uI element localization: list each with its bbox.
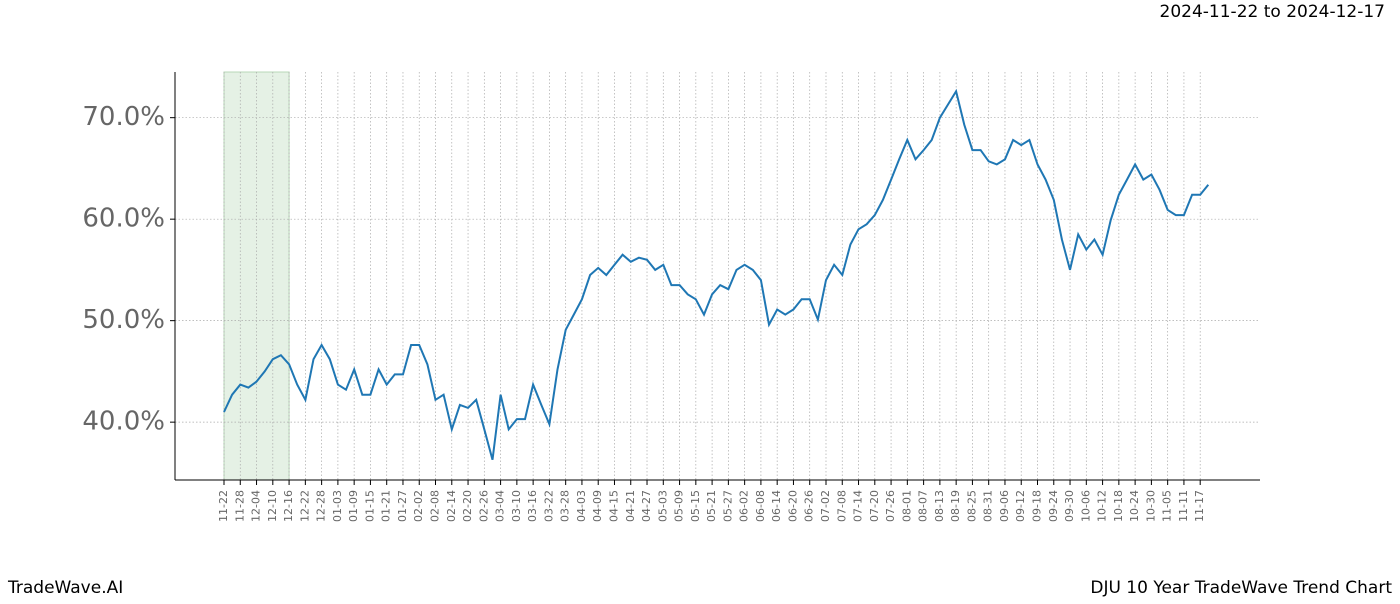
x-tick-label: 12-28 xyxy=(315,490,328,522)
x-tick-label: 08-25 xyxy=(965,490,978,522)
x-tick-label: 05-03 xyxy=(656,490,669,522)
x-tick-label: 06-26 xyxy=(803,490,816,522)
x-tick-label: 07-14 xyxy=(852,490,865,522)
x-tick-label: 03-04 xyxy=(494,490,507,522)
x-tick-label: 03-22 xyxy=(542,490,555,522)
x-tick-label: 09-18 xyxy=(1031,490,1044,522)
x-tick-label: 11-05 xyxy=(1161,490,1174,522)
x-tick-label: 01-03 xyxy=(331,490,344,522)
x-tick-label: 05-21 xyxy=(705,490,718,522)
x-tick-label: 08-13 xyxy=(933,490,946,522)
y-tick-label: 50.0% xyxy=(82,305,165,335)
x-tick-label: 12-04 xyxy=(250,490,263,522)
x-tick-label: 02-26 xyxy=(477,490,490,522)
x-tick-label: 11-28 xyxy=(233,490,246,522)
x-tick-label: 11-17 xyxy=(1193,490,1206,522)
x-tick-label: 08-19 xyxy=(949,490,962,522)
x-tick-label: 04-09 xyxy=(591,490,604,522)
x-tick-label: 02-14 xyxy=(445,490,458,522)
x-tick-label: 07-02 xyxy=(819,490,832,522)
x-tick-label: 12-22 xyxy=(298,490,311,522)
x-tick-label: 03-16 xyxy=(526,490,539,522)
x-tick-label: 12-16 xyxy=(282,490,295,522)
x-tick-label: 09-06 xyxy=(998,490,1011,522)
x-tick-label: 05-15 xyxy=(689,490,702,522)
x-tick-label: 04-27 xyxy=(640,490,653,522)
brand: TradeWave.AI xyxy=(7,578,123,598)
x-tick-label: 08-07 xyxy=(917,490,930,522)
x-tick-label: 10-24 xyxy=(1128,490,1141,522)
x-tick-label: 11-22 xyxy=(217,490,230,522)
y-tick-label: 40.0% xyxy=(82,407,165,437)
x-tick-label: 02-02 xyxy=(412,490,425,522)
x-tick-label: 11-11 xyxy=(1177,490,1190,522)
x-tick-label: 02-08 xyxy=(429,490,442,522)
x-tick-label: 01-27 xyxy=(396,490,409,522)
x-tick-label: 02-20 xyxy=(461,490,474,522)
x-tick-label: 01-09 xyxy=(347,490,360,522)
x-tick-label: 12-10 xyxy=(266,490,279,522)
x-tick-label: 03-10 xyxy=(510,490,523,522)
x-tick-label: 03-28 xyxy=(559,490,572,522)
x-tick-label: 07-20 xyxy=(868,490,881,522)
x-tick-label: 07-08 xyxy=(835,490,848,522)
x-tick-label: 10-30 xyxy=(1144,490,1157,522)
x-tick-label: 10-12 xyxy=(1096,490,1109,522)
x-tick-label: 01-21 xyxy=(380,490,393,522)
x-tick-label: 06-14 xyxy=(770,490,783,522)
x-tick-label: 10-18 xyxy=(1112,490,1125,522)
x-tick-label: 04-15 xyxy=(607,490,620,522)
x-tick-label: 09-12 xyxy=(1014,490,1027,522)
date-range: 2024-11-22 to 2024-12-17 xyxy=(1160,2,1385,22)
x-tick-label: 06-02 xyxy=(738,490,751,522)
line xyxy=(223,88,1210,460)
x-tick-label: 01-15 xyxy=(363,490,376,522)
x-tick-label: 05-09 xyxy=(673,490,686,522)
x-tick-label: 04-03 xyxy=(575,490,588,522)
x-tick-label: 09-24 xyxy=(1047,490,1060,522)
x-tick-label: 04-21 xyxy=(624,490,637,522)
chart-title: DJU 10 Year TradeWave Trend Chart xyxy=(1090,578,1392,598)
x-tick-label: 05-27 xyxy=(721,490,734,522)
x-tick-label: 08-01 xyxy=(900,490,913,522)
x-tick-label: 07-26 xyxy=(884,490,897,522)
x-tick-label: 06-20 xyxy=(786,490,799,522)
x-tick-label: 10-06 xyxy=(1079,490,1092,522)
x-tick-label: 09-30 xyxy=(1063,490,1076,522)
y-tick-label: 70.0% xyxy=(82,102,165,132)
x-tick-label: 08-31 xyxy=(982,490,995,522)
x-tick-label: 06-08 xyxy=(754,490,767,522)
y-tick-label: 60.0% xyxy=(82,204,165,234)
